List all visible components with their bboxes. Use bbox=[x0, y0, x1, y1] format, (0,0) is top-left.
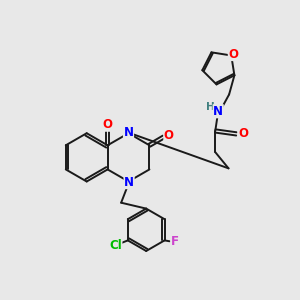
Text: N: N bbox=[124, 176, 134, 189]
Text: Cl: Cl bbox=[109, 239, 122, 252]
Text: O: O bbox=[103, 118, 112, 131]
Text: N: N bbox=[213, 105, 223, 118]
Text: F: F bbox=[171, 236, 179, 248]
Text: N: N bbox=[124, 126, 134, 139]
Text: H: H bbox=[206, 102, 214, 112]
Text: O: O bbox=[228, 47, 238, 61]
Text: O: O bbox=[238, 128, 248, 140]
Text: O: O bbox=[164, 129, 174, 142]
